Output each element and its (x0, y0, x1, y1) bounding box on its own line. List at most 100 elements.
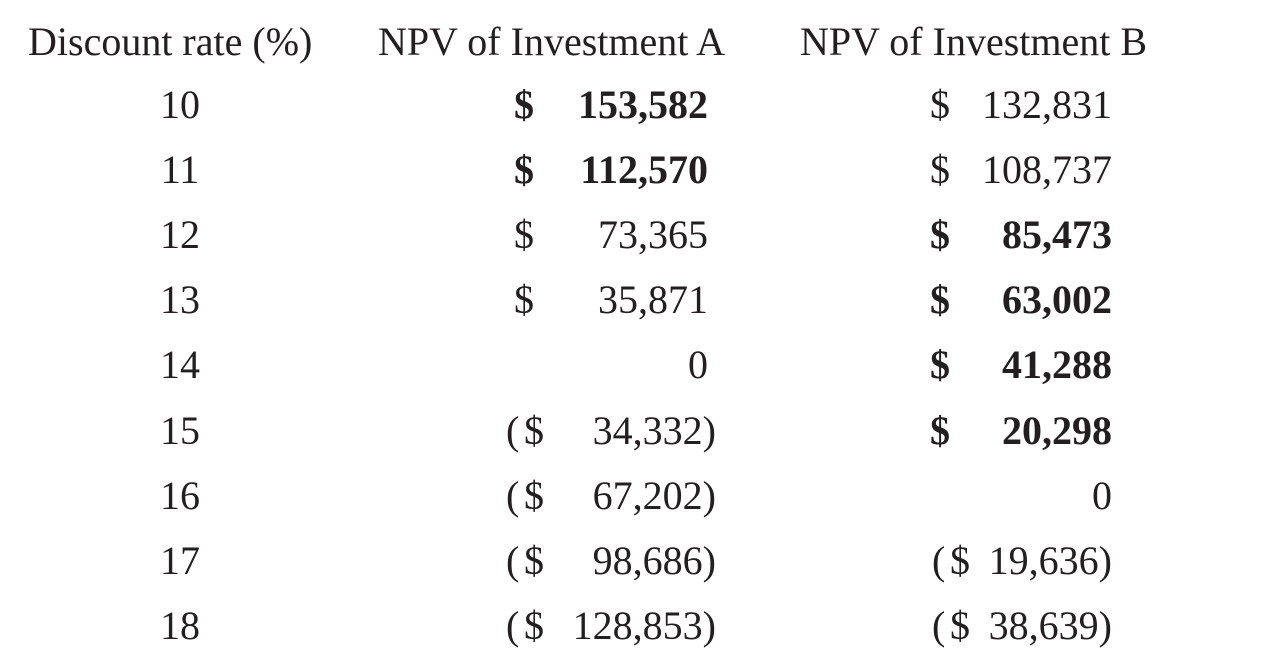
table-row: 17($98,686)($19,636) (0, 531, 1269, 591)
npv-amount: 153,582 (578, 82, 708, 127)
discount-rate-value: 17 (160, 537, 200, 583)
currency-symbol: $ (950, 602, 970, 648)
currency-symbol: $ (514, 147, 534, 193)
currency-symbol: $ (524, 472, 544, 518)
close-paren: ) (702, 602, 716, 648)
npv-a-cell: ($67,202) (500, 466, 720, 526)
close-paren: ) (1098, 537, 1112, 583)
table-row: 10 $153,582 $132,831 (0, 75, 1269, 135)
npv-value: 132,831 (982, 75, 1112, 135)
currency-symbol: $ (514, 277, 534, 323)
npv-amount: 85,473 (1002, 212, 1112, 258)
open-paren: ( (932, 537, 946, 583)
discount-rate-value: 13 (160, 277, 200, 323)
npv-amount: 35,871 (598, 277, 708, 323)
currency-symbol: $ (514, 82, 534, 127)
currency-symbol: $ (930, 277, 950, 323)
npv-value: 73,365 (598, 205, 708, 265)
npv-value: 41,288 (1002, 335, 1112, 395)
npv-amount: 19,636 (988, 537, 1099, 583)
currency-symbol: $ (930, 407, 950, 453)
currency-symbol: $ (524, 407, 544, 453)
npv-value: 0 (1092, 466, 1112, 526)
npv-b-cell: 0 (920, 466, 1120, 526)
npv-amount: 0 (1092, 472, 1112, 518)
npv-amount: 132,831 (982, 82, 1112, 127)
currency-symbol: $ (524, 537, 544, 583)
npv-b-cell: $63,002 (920, 270, 1120, 330)
npv-amount: 67,202 (592, 472, 703, 518)
npv-value: 108,737 (982, 140, 1112, 200)
currency-symbol: $ (950, 537, 970, 583)
npv-amount: 63,002 (1002, 277, 1112, 323)
table-row: 16 ($67,202) 0 (0, 466, 1269, 526)
close-paren: ) (702, 407, 716, 453)
currency-symbol: $ (930, 82, 950, 127)
npv-amount: 112,570 (580, 147, 708, 193)
npv-value: 35,871 (598, 270, 708, 330)
npv-value: 63,002 (1002, 270, 1112, 330)
npv-amount: 108,737 (982, 147, 1112, 193)
table-row: 18($128,853)($38,639) (0, 596, 1269, 656)
table-row: 11 $112,570 $108,737 (0, 140, 1269, 200)
npv-value: 19,636) (989, 531, 1112, 591)
npv-amount: 20,298 (1002, 407, 1112, 453)
npv-a-cell: $153,582 (500, 75, 720, 135)
discount-rate-value: 18 (160, 602, 200, 648)
currency-symbol: $ (930, 147, 950, 193)
npv-value: 0 (688, 335, 708, 395)
open-paren: ( (506, 472, 520, 518)
currency-symbol: $ (930, 342, 950, 388)
npv-amount: 34,332 (592, 407, 703, 453)
npv-a-cell: $73,365 (500, 205, 720, 265)
close-paren: ) (1098, 602, 1112, 648)
npv-a-cell: ($128,853) (500, 596, 720, 656)
npv-b-cell: ($38,639) (920, 596, 1120, 656)
npv-value: 34,332) (593, 401, 716, 461)
npv-amount: 38,639 (988, 602, 1099, 648)
npv-amount: 98,686 (592, 537, 703, 583)
npv-a-cell: 0 (500, 335, 720, 395)
npv-value: 20,298 (1002, 401, 1112, 461)
currency-symbol: $ (514, 212, 534, 258)
discount-rate-value: 11 (160, 147, 200, 193)
npv-b-cell: $41,288 (920, 335, 1120, 395)
npv-value: 38,639) (989, 596, 1112, 656)
discount-rate-value: 14 (160, 342, 200, 388)
npv-value: 128,853) (573, 596, 716, 656)
header-npv-a: NPV of Investment A (378, 19, 726, 64)
currency-symbol: $ (930, 212, 950, 258)
npv-amount: 41,288 (1002, 342, 1112, 388)
open-paren: ( (506, 537, 520, 583)
npv-b-cell: ($19,636) (920, 531, 1120, 591)
npv-b-cell: $132,831 (920, 75, 1120, 135)
header-discount-rate: Discount rate (%) (28, 19, 313, 64)
npv-a-cell: ($98,686) (500, 531, 720, 591)
npv-b-cell: $108,737 (920, 140, 1120, 200)
npv-amount: 73,365 (598, 212, 708, 258)
npv-value: 112,570 (580, 140, 708, 200)
npv-a-cell: ($34,332) (500, 401, 720, 461)
npv-a-cell: $35,871 (500, 270, 720, 330)
npv-value: 153,582 (578, 75, 708, 135)
npv-value: 67,202) (593, 466, 716, 526)
npv-b-cell: $20,298 (920, 401, 1120, 461)
npv-amount: 128,853 (572, 602, 703, 648)
open-paren: ( (506, 407, 520, 453)
table-row: 15($34,332) $20,298 (0, 401, 1269, 461)
close-paren: ) (702, 472, 716, 518)
npv-value: 98,686) (593, 531, 716, 591)
npv-a-cell: $112,570 (500, 140, 720, 200)
table-row: 13 $35,871 $63,002 (0, 270, 1269, 330)
table-row: 14 0 $41,288 (0, 335, 1269, 395)
npv-value: 85,473 (1002, 205, 1112, 265)
npv-b-cell: $85,473 (920, 205, 1120, 265)
table-row: 12 $73,365 $85,473 (0, 205, 1269, 265)
discount-rate-value: 15 (160, 407, 200, 453)
discount-rate-value: 12 (160, 212, 200, 258)
open-paren: ( (506, 602, 520, 648)
currency-symbol: $ (524, 602, 544, 648)
header-npv-b: NPV of Investment B (800, 19, 1148, 64)
discount-rate-value: 10 (160, 82, 200, 127)
